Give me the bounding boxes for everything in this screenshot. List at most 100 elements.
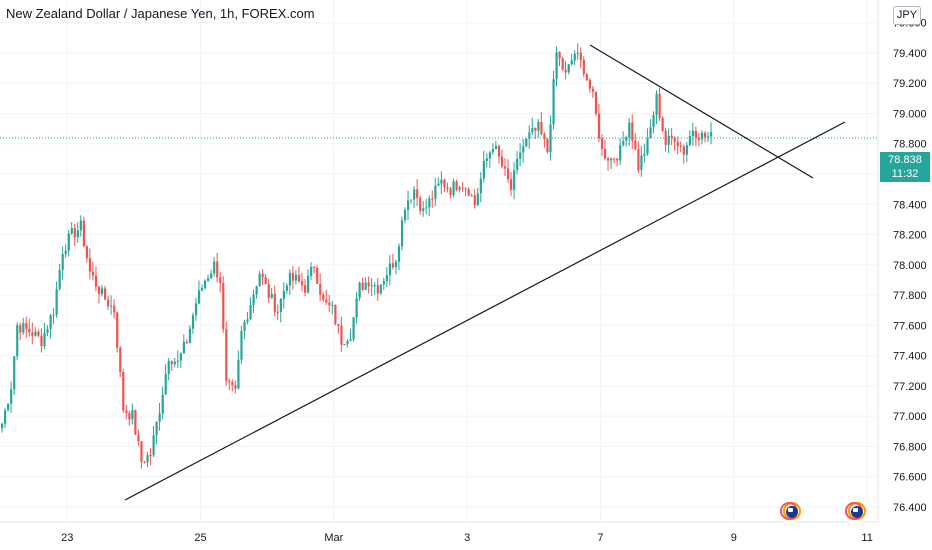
candle-body <box>452 181 455 195</box>
candle-body <box>73 228 76 238</box>
x-axis: 23 25 Mar 3 7 9 11 <box>61 532 873 544</box>
candle-body <box>479 178 482 194</box>
candle-body <box>419 197 422 211</box>
candle-body <box>170 361 173 365</box>
candle-body <box>440 179 443 184</box>
candle-body <box>706 136 710 138</box>
candle-body <box>4 410 7 424</box>
y-tick-label: 77.600 <box>893 320 927 332</box>
candle-body <box>337 323 340 326</box>
candle-body <box>125 410 128 414</box>
candle-body <box>425 207 428 209</box>
y-tick-label: 78.200 <box>893 230 927 242</box>
candle-body <box>158 413 161 422</box>
candle-body <box>255 286 258 295</box>
candle-body <box>513 170 516 190</box>
candle-body <box>373 285 376 287</box>
candle-body <box>88 258 92 272</box>
nzd-event-icon[interactable] <box>845 502 867 524</box>
candle-body <box>616 158 619 161</box>
candle-body <box>634 140 637 150</box>
candle-body <box>113 305 116 313</box>
candle-body <box>331 305 334 307</box>
candle-body <box>313 266 316 268</box>
y-tick-label: 77.800 <box>893 290 927 302</box>
y-tick-label: 77.200 <box>893 381 927 393</box>
candle-body <box>579 52 582 61</box>
y-tick-label: 79.200 <box>893 78 927 90</box>
candle-body <box>670 135 673 138</box>
candle-body <box>207 278 210 281</box>
candle-body <box>358 282 361 299</box>
nzd-event-icon[interactable] <box>780 502 802 524</box>
candle-body <box>16 325 19 357</box>
candle-body <box>385 275 389 282</box>
candle-body <box>19 325 22 333</box>
candle-body <box>222 283 225 330</box>
candle-body <box>273 293 276 312</box>
x-tick-label: 9 <box>731 532 737 544</box>
candle-body <box>700 132 704 140</box>
candle-body <box>488 152 492 159</box>
candle-body <box>561 58 564 70</box>
candle-body <box>585 74 588 80</box>
candle-body <box>379 284 382 294</box>
candle-body <box>516 158 519 171</box>
candle-body <box>58 269 61 290</box>
candle-body <box>697 137 701 140</box>
candle-body <box>588 79 592 89</box>
candle-body <box>652 114 655 128</box>
candle-body <box>282 290 285 299</box>
candle-body <box>134 410 137 435</box>
candle-body <box>28 328 31 333</box>
candle-body <box>176 360 179 362</box>
candle-body <box>485 158 488 161</box>
candle-body <box>403 209 407 221</box>
last-price-tag: 78.838 11:32 <box>880 152 930 182</box>
chart-title: New Zealand Dollar / Japanese Yen, 1h, F… <box>6 6 315 21</box>
candle-body <box>234 385 237 389</box>
candle-body <box>597 113 601 139</box>
candles <box>1 43 713 469</box>
x-tick-label: 7 <box>597 532 603 544</box>
candle-body <box>343 344 346 346</box>
candle-body <box>522 146 525 153</box>
candle-body <box>413 189 416 200</box>
candle-body <box>40 335 43 347</box>
descending-trendline <box>589 44 814 179</box>
candle-body <box>25 323 28 329</box>
candle-body <box>82 220 86 247</box>
candle-body <box>364 282 367 290</box>
candle-body <box>388 263 392 276</box>
candle-body <box>382 281 385 285</box>
y-tick-label: 76.800 <box>893 441 927 453</box>
candle-body <box>679 145 682 147</box>
candle-body <box>534 128 537 131</box>
candle-body <box>325 299 328 303</box>
candle-body <box>1 423 4 429</box>
candle-body <box>249 305 252 320</box>
candle-body <box>264 277 267 285</box>
candle-body <box>491 148 495 153</box>
candle-body <box>664 130 667 145</box>
candle-body <box>503 166 507 169</box>
candle-body <box>349 339 352 342</box>
candle-body <box>122 372 125 411</box>
candle-body <box>128 413 131 420</box>
candle-body <box>179 353 182 361</box>
candle-body <box>194 303 198 316</box>
candle-body <box>294 274 298 281</box>
candle-body <box>640 155 643 171</box>
candle-body <box>655 93 658 115</box>
candle-body <box>594 91 598 114</box>
currency-badge[interactable]: JPY <box>893 6 921 25</box>
candle-body <box>137 434 140 442</box>
candle-body <box>279 298 282 313</box>
candle-body <box>322 294 325 300</box>
candle-body <box>240 330 243 360</box>
candle-body <box>237 359 240 389</box>
y-tick-label: 78.800 <box>893 139 927 151</box>
candle-body <box>79 220 82 231</box>
candle-body <box>261 273 264 278</box>
